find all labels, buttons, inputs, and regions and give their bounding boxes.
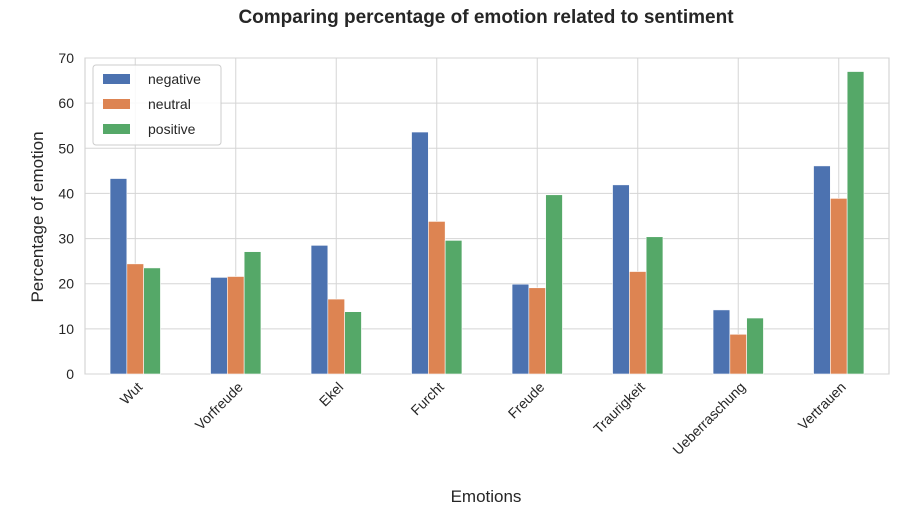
- bar-positive-ueberraschung: [746, 317, 764, 375]
- bar-neutral-traurigkeit: [629, 271, 647, 375]
- bar-neutral-freude: [528, 287, 546, 375]
- x-tick-label: Traurigkeit: [590, 379, 648, 437]
- bar-negative-ueberraschung: [712, 309, 731, 375]
- bar-neutral-ekel: [327, 298, 345, 375]
- bar-negative-ekel: [310, 245, 329, 375]
- chart-title: Comparing percentage of emotion related …: [238, 7, 734, 28]
- bars: [109, 71, 865, 375]
- legend-label-neutral: neutral: [148, 96, 191, 112]
- y-tick-label: 60: [58, 95, 74, 111]
- bar-positive-traurigkeit: [645, 236, 664, 375]
- x-tick-label: Freude: [505, 379, 548, 422]
- y-tick-label: 50: [58, 140, 74, 156]
- x-tick-labels: Wut Vorfreude Ekel Furcht Freude Traurigkeit U…: [117, 379, 849, 458]
- y-tick-label: 40: [58, 185, 74, 201]
- bar-negative-vorfreude: [210, 277, 228, 375]
- bar-neutral-furcht: [428, 221, 446, 375]
- bar-neutral-vorfreude: [227, 276, 245, 375]
- bar-positive-furcht: [444, 240, 463, 375]
- y-tick-label: 0: [66, 366, 74, 382]
- x-axis-label: Emotions: [451, 487, 522, 506]
- x-tick-label: Wut: [117, 379, 146, 408]
- bar-negative-wut: [109, 178, 128, 375]
- y-axis-label: Percentage of emotion: [28, 131, 47, 302]
- bar-negative-freude: [511, 283, 530, 375]
- x-tick-label: Furcht: [407, 379, 446, 418]
- y-tick-label: 20: [58, 276, 74, 292]
- bar-negative-traurigkeit: [612, 184, 630, 375]
- x-tick-label: Vertrauen: [795, 379, 849, 433]
- legend-label-negative: negative: [148, 71, 201, 87]
- y-tick-labels: 0 10 20 30 40 50 60 70: [58, 50, 74, 382]
- legend-label-positive: positive: [148, 121, 196, 137]
- y-tick-label: 70: [58, 50, 74, 66]
- bar-negative-vertrauen: [813, 165, 831, 375]
- legend-swatch-neutral: [103, 99, 130, 109]
- bar-positive-wut: [143, 267, 161, 375]
- bar-positive-vorfreude: [243, 251, 262, 375]
- bar-neutral-ueberraschung: [729, 333, 747, 375]
- y-tick-label: 30: [58, 231, 74, 247]
- bar-positive-freude: [545, 194, 563, 375]
- x-tick-label: Ekel: [316, 379, 347, 410]
- legend-swatch-positive: [103, 124, 130, 134]
- bar-neutral-wut: [126, 263, 144, 375]
- bar-negative-furcht: [411, 131, 429, 375]
- x-tick-label: Vorfreude: [192, 379, 246, 433]
- x-tick-label: Ueberraschung: [669, 379, 748, 458]
- bar-positive-ekel: [344, 311, 362, 375]
- bar-positive-vertrauen: [846, 71, 865, 375]
- bar-neutral-vertrauen: [830, 198, 848, 375]
- legend-swatch-negative: [103, 74, 130, 84]
- legend: negative neutral positive: [92, 64, 222, 146]
- y-tick-label: 10: [58, 321, 74, 337]
